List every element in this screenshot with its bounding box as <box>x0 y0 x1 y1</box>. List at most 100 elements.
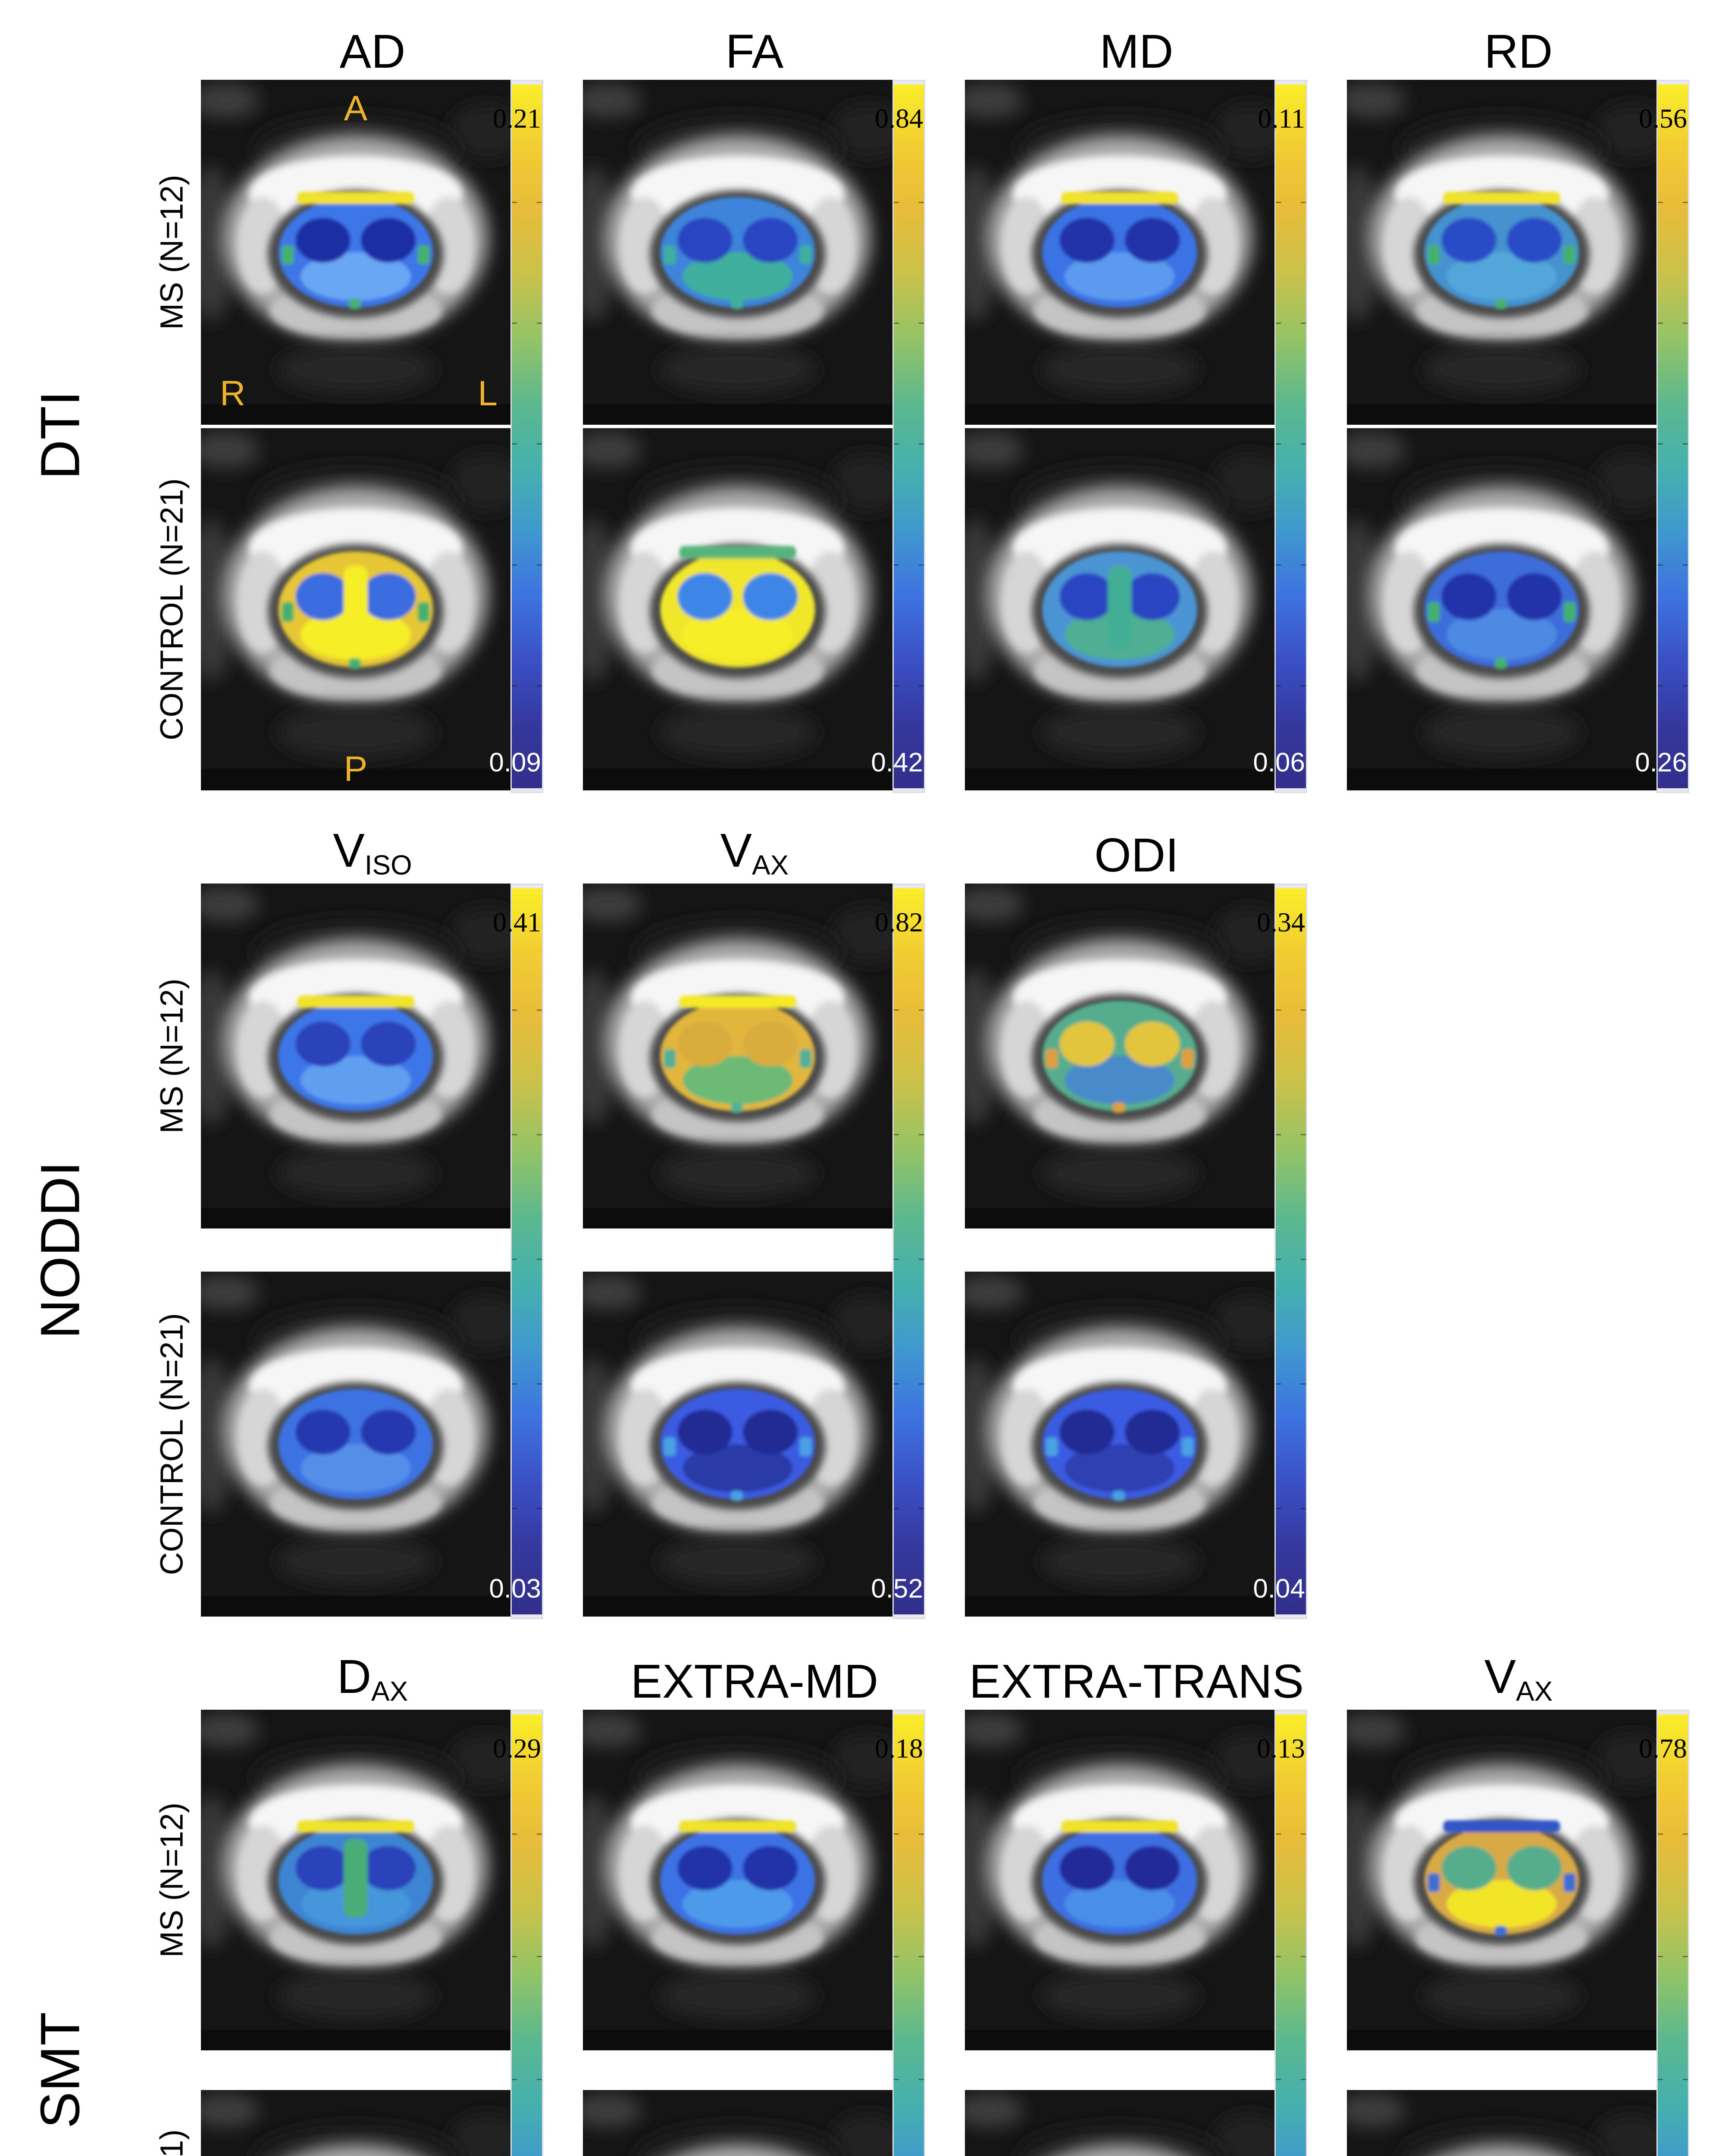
colorbar-min-value: 0.09 <box>489 748 541 777</box>
metric-column: 0.780.46 <box>1347 1710 1690 2156</box>
row-gap <box>965 2050 1274 2090</box>
mri-panel-control <box>583 428 892 790</box>
colorbar-tick <box>1276 1383 1281 1385</box>
column-title-text: V <box>1484 1650 1516 1704</box>
columns-row: 0.290.16 0.180.10 0.130.05 0.780.46 <box>201 1710 1728 2156</box>
orientation-label-right: L <box>478 373 498 413</box>
mri-panel-control <box>965 2090 1274 2156</box>
image-stack <box>583 80 892 793</box>
colorbar-cap <box>512 1614 542 1618</box>
metric-column: 0.82 0.52 <box>583 884 926 1619</box>
colorbar-cap <box>1658 81 1688 85</box>
section-label: NODDI <box>29 1161 91 1339</box>
colorbar-tick <box>537 564 542 566</box>
metric-column: A P R L 0.21 0.09 <box>201 80 544 793</box>
colorbar-tick <box>919 2078 924 2080</box>
colorbar-tick <box>919 443 924 445</box>
row-gap <box>965 1228 1274 1272</box>
row-gap <box>201 1228 510 1272</box>
row-gap <box>201 2050 510 2090</box>
colorbar-tick <box>537 1134 542 1135</box>
colorbar: 0.11 0.06 <box>1253 80 1307 793</box>
column-title-text: EXTRA-TRANS <box>969 1655 1304 1708</box>
colorbar-tick <box>512 1134 517 1135</box>
colorbar-tick <box>894 1833 899 1835</box>
colorbar-tick <box>1658 685 1663 686</box>
mri-panel-control <box>583 2090 892 2156</box>
column-title-text: MD <box>1099 25 1174 78</box>
colorbar-tick <box>512 202 517 204</box>
colorbar-tick <box>1301 2078 1306 2080</box>
column-title-subscript: ISO <box>364 849 412 881</box>
image-stack <box>965 1710 1274 2156</box>
colorbar-tick <box>919 1134 924 1135</box>
image-stack: A P R L <box>201 80 510 793</box>
colorbar-tick <box>1683 1833 1688 1835</box>
mri-panel-ms <box>201 80 510 425</box>
colorbar-tick <box>512 443 517 445</box>
colorbar-tick <box>512 564 517 566</box>
column-title: AD <box>201 28 544 80</box>
colorbar: 0.34 0.04 <box>1253 884 1307 1619</box>
colorbar-cap <box>1658 788 1688 792</box>
colorbar-tick <box>1301 1956 1306 1958</box>
image-stack <box>201 884 510 1619</box>
row-gap <box>583 425 892 428</box>
column-title-text: FA <box>725 25 784 78</box>
mri-panel-control <box>965 1272 1274 1617</box>
colorbar-max-value: 0.41 <box>493 907 541 937</box>
colorbar-cap <box>894 885 924 888</box>
column-title: EXTRA-TRANS <box>965 1658 1308 1710</box>
mri-panel-ms <box>965 884 1274 1228</box>
row-gap <box>583 2050 892 2090</box>
colorbar-cap <box>1276 81 1306 85</box>
columns-row: 0.41 0.03 0.82 0.52 0.34 0.04 <box>201 884 1728 1619</box>
mri-panel-ms <box>201 884 510 1228</box>
row-gap <box>201 425 510 428</box>
row-label-ms: MS (N=12) <box>153 175 190 330</box>
colorbar: 0.180.10 <box>875 1710 925 2156</box>
colorbar-tick <box>919 323 924 324</box>
row-label-control: CONTROL (N=21) <box>153 478 190 740</box>
colorbar-tick <box>1683 685 1688 686</box>
colorbar-tick <box>894 685 899 686</box>
colorbar-min-value: 0.42 <box>871 748 923 777</box>
colorbar-tick <box>1683 1956 1688 1958</box>
colorbar-tick <box>1683 202 1688 204</box>
colorbar-tick <box>1301 1259 1306 1260</box>
colorbar-tick <box>1683 323 1688 324</box>
colorbar-tick <box>1276 202 1281 204</box>
colorbar-tick <box>537 202 542 204</box>
colorbar-tick <box>512 1956 517 1958</box>
mri-panel-ms <box>965 80 1274 425</box>
mri-panel-control <box>201 428 510 790</box>
colorbar-tick <box>1276 1508 1281 1509</box>
row-label-ms: MS (N=12) <box>153 978 190 1134</box>
colorbar-cap <box>1658 1711 1688 1714</box>
colorbar-tick <box>537 2078 542 2080</box>
metric-column: 0.41 0.03 <box>201 884 544 1619</box>
mri-panel-control <box>201 2090 510 2156</box>
metric-column: 0.11 0.06 <box>965 80 1308 793</box>
mri-panel-control <box>965 428 1274 790</box>
colorbar: 0.82 0.52 <box>871 884 925 1619</box>
colorbar-tick <box>537 1009 542 1011</box>
colorbar-tick <box>1658 323 1663 324</box>
colorbar-tick <box>1276 1009 1281 1011</box>
column-title: ODI <box>965 832 1308 884</box>
orientation-label-bottom: P <box>344 749 368 789</box>
colorbar-cap <box>1276 1711 1306 1714</box>
colorbar-tick <box>919 1383 924 1385</box>
colorbar: 0.290.16 <box>493 1710 543 2156</box>
colorbar-tick <box>537 323 542 324</box>
colorbar-tick <box>919 202 924 204</box>
colorbar-tick <box>1301 685 1306 686</box>
row-label-control: CONTROL (N=21) <box>153 1313 190 1575</box>
column-title-subscript: AX <box>752 849 789 881</box>
colorbar-tick <box>919 564 924 566</box>
mri-panel-control <box>201 1272 510 1617</box>
colorbar-tick <box>894 564 899 566</box>
column-title: DAX <box>201 1653 544 1710</box>
metric-column: 0.290.16 <box>201 1710 544 2156</box>
colorbar-tick <box>537 1259 542 1260</box>
